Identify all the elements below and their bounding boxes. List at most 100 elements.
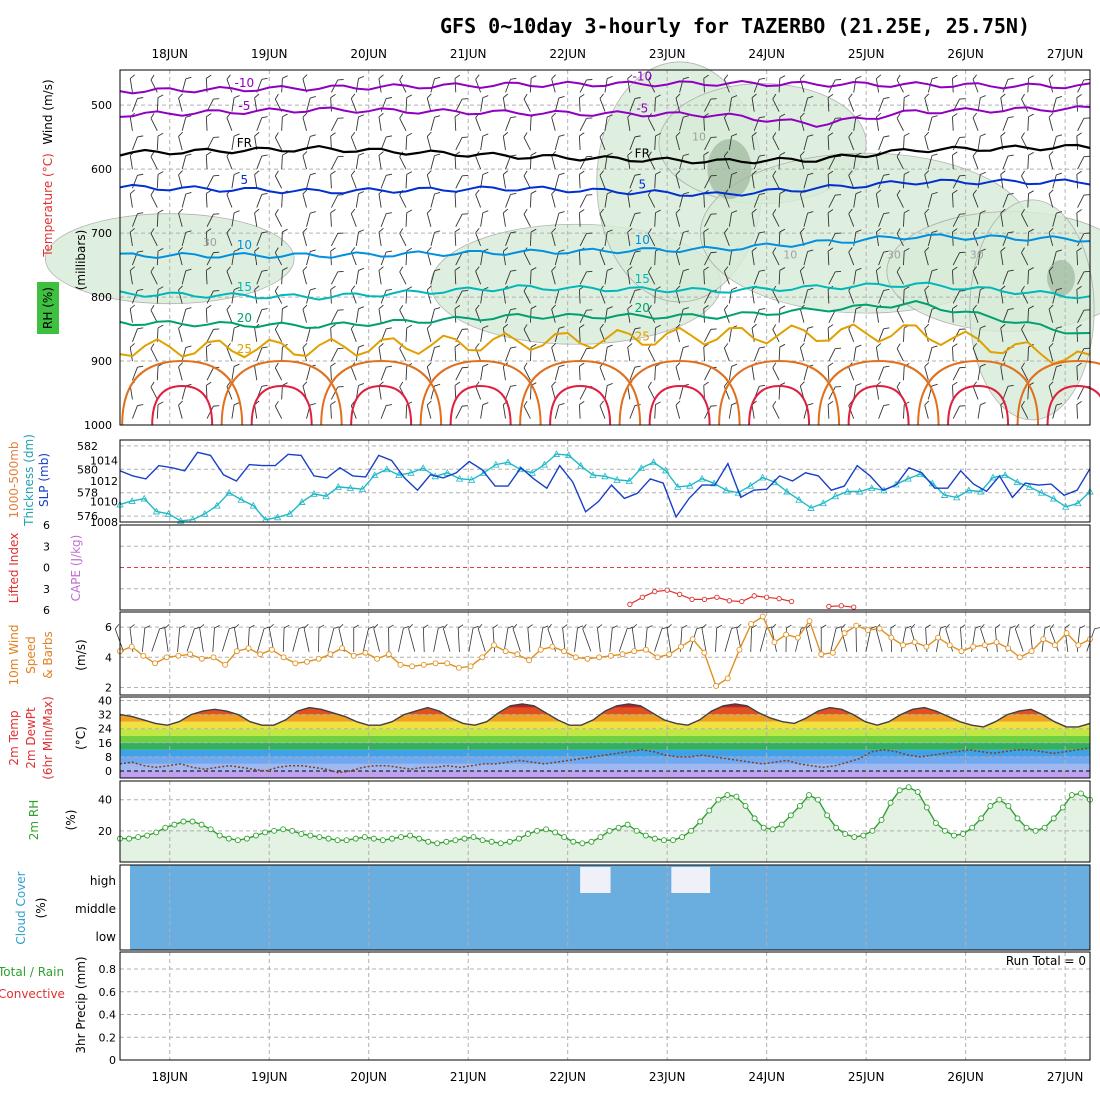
- wind-barb: [803, 249, 814, 266]
- wind-barb-staff: [828, 156, 836, 170]
- wind-barb-staff: [529, 193, 532, 208]
- wind10m-barb: [805, 624, 813, 652]
- wind-barb-flag: [876, 381, 882, 386]
- wind-barb: [231, 171, 240, 189]
- wind-barb-flag: [599, 170, 604, 176]
- wind-barb: [627, 304, 633, 323]
- wind-barb-flag: [274, 362, 279, 368]
- wind10m-barb-flag: [562, 624, 568, 629]
- wind-barb-staff: [554, 174, 560, 189]
- thickness-line-marker: [734, 488, 743, 496]
- wind-barb-staff: [604, 385, 608, 400]
- wind-barb-flag: [213, 175, 220, 177]
- wind-barb: [480, 363, 489, 381]
- wind-barb-flag: [358, 306, 365, 310]
- wind-barb: [380, 97, 392, 112]
- wind-barb-staff: [1077, 194, 1085, 208]
- wind-barb-flag: [703, 343, 709, 348]
- slp-left-label: 1000-500mb: [7, 441, 21, 518]
- wind10m-barb: [212, 625, 220, 653]
- wind-barb: [952, 381, 958, 400]
- wind-barb-flag: [1000, 93, 1006, 99]
- rh-tick-label: 40: [98, 794, 112, 807]
- wind10m-barb: [442, 624, 451, 652]
- wind10m-barb-staff: [457, 627, 460, 653]
- wind-barb-staff: [231, 212, 235, 227]
- thickness-line-marker: [334, 483, 342, 490]
- wind-barb: [654, 94, 661, 112]
- run-total-label: Run Total = 0: [1006, 954, 1086, 968]
- wind-barb-flag: [731, 287, 738, 291]
- wind-barb-staff: [853, 193, 857, 208]
- wind-barb: [1027, 305, 1034, 323]
- wind-barb-flag: [655, 324, 661, 329]
- wind10m-barb-flag: [751, 624, 757, 629]
- wind-barb-staff: [1021, 252, 1029, 266]
- wind-barb-flag: [924, 247, 930, 252]
- wind-barb-staff: [331, 156, 339, 170]
- wind-barb: [181, 115, 192, 131]
- wind-barb-flag: [310, 249, 316, 252]
- wind-barb-staff: [274, 405, 283, 419]
- temp-ylabel: (°C): [74, 726, 88, 750]
- wind-barb: [523, 132, 531, 151]
- wind-barb-flag: [779, 343, 786, 348]
- wind-barb-flag: [607, 75, 613, 79]
- wind-barb-staff: [751, 251, 755, 266]
- wind-barb-flag: [254, 208, 260, 214]
- wind-barb: [778, 267, 786, 285]
- wind-barb: [256, 231, 268, 247]
- wind-barb: [156, 209, 164, 227]
- wind-barb-staff: [355, 193, 359, 208]
- rh2m-line-marker: [960, 831, 967, 837]
- wind-barb-staff: [529, 385, 532, 400]
- wind-barb: [378, 304, 384, 323]
- wind-barb-staff: [529, 231, 532, 246]
- wind10m-barb: [177, 625, 186, 652]
- wind-barb-flag: [274, 324, 279, 330]
- wind-barb-staff: [454, 193, 457, 208]
- rh-contour-label: 30: [887, 249, 901, 262]
- wind-barb-flag: [510, 154, 517, 157]
- wind-barb-flag: [924, 93, 930, 99]
- wind-barb-staff: [848, 213, 855, 227]
- wind-barb: [380, 135, 392, 151]
- wind-barb-flag: [903, 132, 910, 137]
- wind-barb-staff: [778, 193, 781, 208]
- wind-barb-staff: [1076, 135, 1079, 150]
- wind-barb: [629, 212, 641, 227]
- wind-barb-flag: [980, 402, 986, 406]
- warm-contour: [1016, 360, 1100, 426]
- date-label-top: 18JUN: [151, 47, 188, 61]
- wind-barb-flag: [807, 249, 814, 252]
- wind-barb: [1027, 75, 1034, 93]
- wind-barb: [604, 152, 613, 170]
- wind-barb: [878, 365, 890, 381]
- wind-barb-staff: [654, 366, 656, 381]
- wind-barb: [226, 304, 233, 323]
- wind-barb-staff: [875, 155, 880, 170]
- rh2m-line-marker: [198, 821, 205, 828]
- wind-barb-staff: [405, 289, 408, 304]
- wind10m-barb-staff: [141, 628, 146, 652]
- wind10m-barb-flag: [577, 625, 583, 629]
- wind-speed-line-marker: [210, 654, 217, 661]
- slp-left-label: SLP (mb): [37, 453, 51, 507]
- wind-barb-flag: [510, 269, 517, 272]
- wind-barb-flag: [634, 135, 641, 138]
- upper-ytick-label: 1000: [84, 419, 112, 432]
- thickness-line-marker: [298, 498, 306, 505]
- wind-barb-staff: [254, 251, 258, 266]
- wind10m-barb: [750, 624, 757, 653]
- wind-barb: [426, 93, 432, 112]
- wind-barb-flag: [386, 250, 392, 253]
- wind10m-barb-flag: [945, 624, 950, 629]
- wind-barb-staff: [703, 116, 705, 131]
- wind-barb: [150, 343, 158, 362]
- wind-barb-staff: [1076, 327, 1079, 342]
- wind-barb-staff: [523, 252, 531, 266]
- wind-barb: [430, 191, 441, 208]
- lifted-index-line-marker: [627, 601, 633, 607]
- wind10m-barb-flag: [159, 627, 166, 630]
- thickness-line-marker: [674, 483, 682, 490]
